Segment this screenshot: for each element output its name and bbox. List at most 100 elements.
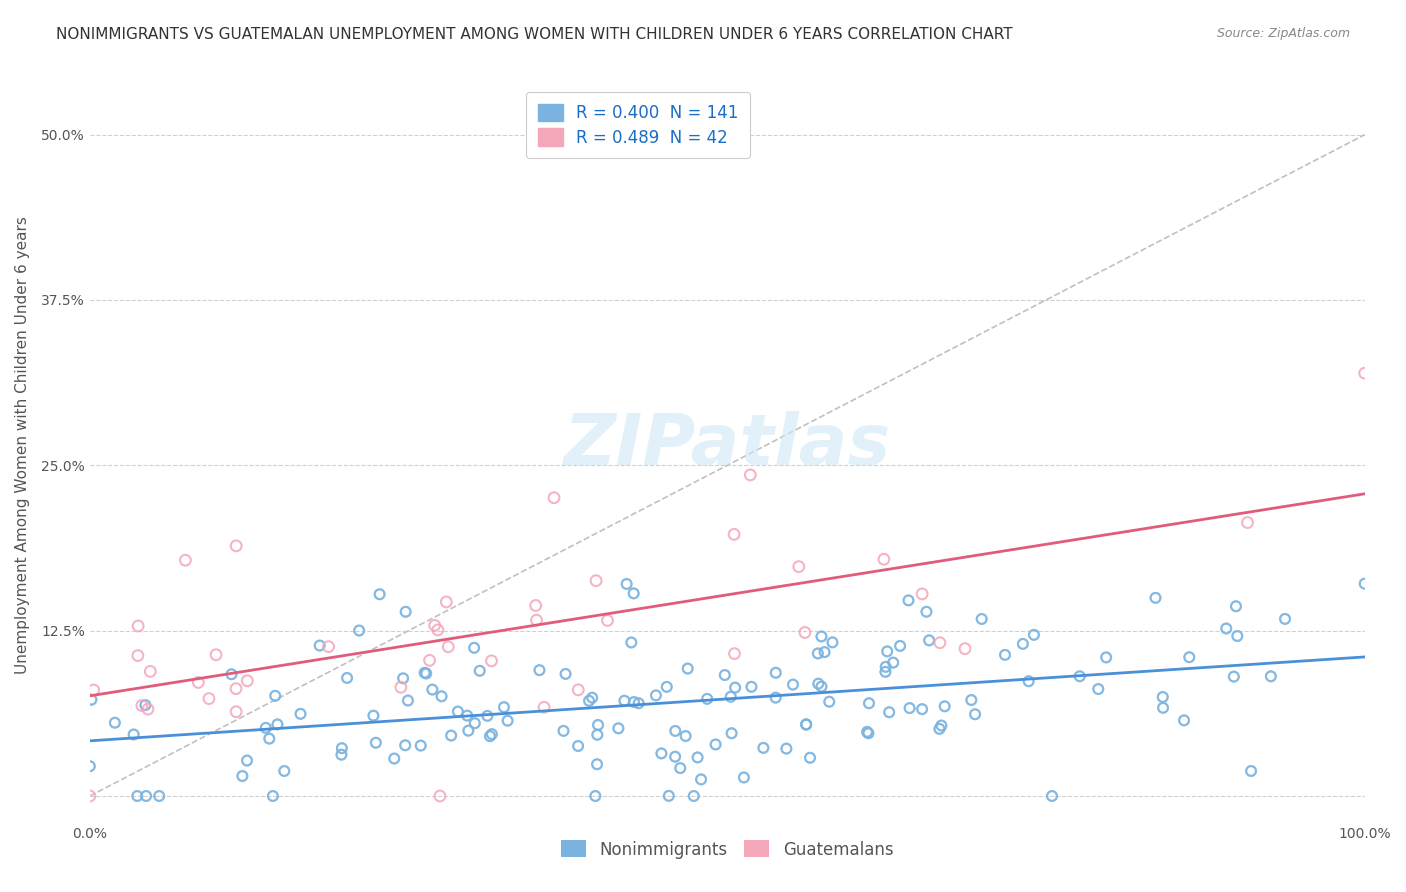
- Point: [704, 738, 727, 752]
- Nonimmigrants: [231, 769, 253, 783]
- Point: [1095, 650, 1118, 665]
- Nonimmigrants: [586, 757, 609, 772]
- Point: [481, 727, 503, 741]
- Nonimmigrants: [578, 694, 600, 708]
- Nonimmigrants: [616, 577, 638, 591]
- Point: [1012, 637, 1035, 651]
- Point: [395, 605, 418, 619]
- Text: Source: ZipAtlas.com: Source: ZipAtlas.com: [1216, 27, 1350, 40]
- Nonimmigrants: [134, 698, 156, 712]
- Nonimmigrants: [413, 665, 436, 680]
- Guatemalans: [131, 698, 153, 713]
- Point: [447, 705, 470, 719]
- Point: [740, 680, 762, 694]
- Nonimmigrants: [775, 741, 797, 756]
- Point: [807, 647, 830, 661]
- Text: NONIMMIGRANTS VS GUATEMALAN UNEMPLOYMENT AMONG WOMEN WITH CHILDREN UNDER 6 YEARS: NONIMMIGRANTS VS GUATEMALAN UNEMPLOYMENT…: [56, 27, 1012, 42]
- Point: [1018, 674, 1040, 689]
- Nonimmigrants: [415, 666, 437, 681]
- Point: [104, 715, 127, 730]
- Guatemalans: [318, 640, 340, 654]
- Nonimmigrants: [273, 764, 295, 778]
- Nonimmigrants: [877, 705, 900, 719]
- Nonimmigrants: [810, 630, 832, 644]
- Point: [882, 656, 904, 670]
- Guatemalans: [434, 595, 457, 609]
- Nonimmigrants: [655, 680, 678, 694]
- Nonimmigrants: [918, 633, 941, 648]
- Point: [135, 789, 157, 803]
- Point: [1225, 599, 1247, 614]
- Point: [813, 645, 835, 659]
- Nonimmigrants: [1087, 681, 1109, 696]
- Nonimmigrants: [931, 718, 953, 732]
- Point: [876, 644, 898, 658]
- Nonimmigrants: [586, 718, 609, 732]
- Point: [262, 789, 284, 803]
- Point: [655, 680, 678, 694]
- Nonimmigrants: [581, 690, 603, 705]
- Nonimmigrants: [799, 750, 821, 764]
- Guatemalans: [187, 675, 209, 690]
- Nonimmigrants: [963, 707, 986, 722]
- Nonimmigrants: [669, 761, 692, 775]
- Point: [1274, 612, 1296, 626]
- Point: [413, 665, 436, 680]
- Nonimmigrants: [586, 728, 609, 742]
- Point: [856, 724, 879, 739]
- Nonimmigrants: [122, 727, 145, 741]
- Point: [347, 624, 370, 638]
- Guatemalans: [481, 654, 503, 668]
- Point: [464, 716, 486, 731]
- Point: [122, 727, 145, 741]
- Nonimmigrants: [960, 693, 983, 707]
- Legend: R = 0.400  N = 141, R = 0.489  N = 42: R = 0.400 N = 141, R = 0.489 N = 42: [526, 92, 749, 158]
- Nonimmigrants: [1095, 650, 1118, 665]
- Point: [583, 789, 606, 803]
- Nonimmigrants: [882, 656, 904, 670]
- Point: [1144, 591, 1167, 605]
- Point: [650, 747, 672, 761]
- Point: [463, 640, 485, 655]
- Point: [236, 754, 259, 768]
- Nonimmigrants: [254, 721, 277, 735]
- Point: [696, 691, 718, 706]
- Nonimmigrants: [765, 690, 787, 705]
- Nonimmigrants: [1226, 629, 1249, 643]
- Guatemalans: [423, 618, 446, 632]
- Nonimmigrants: [794, 717, 817, 731]
- Point: [396, 693, 419, 707]
- Nonimmigrants: [676, 662, 699, 676]
- Point: [1354, 576, 1376, 591]
- Point: [918, 633, 941, 648]
- Guatemalans: [139, 665, 162, 679]
- Guatemalans: [524, 599, 547, 613]
- Point: [1069, 669, 1091, 683]
- Nonimmigrants: [1215, 622, 1237, 636]
- Nonimmigrants: [682, 789, 704, 803]
- Point: [627, 696, 650, 710]
- Nonimmigrants: [807, 647, 830, 661]
- Nonimmigrants: [79, 759, 101, 773]
- Nonimmigrants: [583, 789, 606, 803]
- Point: [1240, 764, 1263, 778]
- Nonimmigrants: [911, 702, 934, 716]
- Point: [422, 682, 444, 697]
- Guatemalans: [526, 613, 548, 627]
- Nonimmigrants: [1173, 714, 1195, 728]
- Nonimmigrants: [221, 667, 243, 681]
- Nonimmigrants: [740, 680, 762, 694]
- Nonimmigrants: [463, 640, 485, 655]
- Point: [148, 789, 170, 803]
- Guatemalans: [79, 789, 101, 803]
- Nonimmigrants: [394, 739, 416, 753]
- Nonimmigrants: [368, 587, 391, 601]
- Guatemalans: [567, 682, 589, 697]
- Point: [782, 677, 804, 691]
- Point: [221, 667, 243, 681]
- Point: [931, 718, 953, 732]
- Nonimmigrants: [876, 644, 898, 658]
- Nonimmigrants: [1144, 591, 1167, 605]
- Nonimmigrants: [409, 739, 432, 753]
- Nonimmigrants: [897, 593, 920, 607]
